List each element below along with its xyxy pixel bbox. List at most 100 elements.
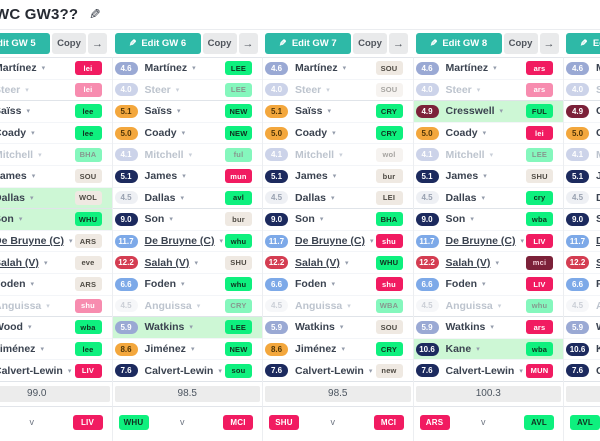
edit-gw-button[interactable]: ✎Edit GW 5: [0, 33, 50, 54]
chevron-down-icon[interactable]: ▾: [69, 238, 73, 246]
chevron-down-icon[interactable]: ▾: [46, 302, 50, 310]
chevron-down-icon[interactable]: ▾: [218, 367, 222, 375]
player-name-dropdown[interactable]: James: [0, 170, 27, 183]
player-name-dropdown[interactable]: James: [445, 170, 479, 183]
chevron-down-icon[interactable]: ▾: [499, 108, 504, 116]
player-name-dropdown[interactable]: Jiménez: [144, 343, 186, 356]
player-name-dropdown[interactable]: Steer: [596, 83, 600, 96]
player-name-dropdown[interactable]: Mitchell: [144, 148, 184, 161]
chevron-down-icon[interactable]: ▾: [180, 194, 184, 202]
chevron-down-icon[interactable]: ▾: [31, 130, 35, 138]
chevron-down-icon[interactable]: ▾: [483, 173, 487, 181]
chevron-down-icon[interactable]: ▾: [192, 65, 196, 73]
chevron-down-icon[interactable]: ▾: [370, 238, 374, 246]
player-name-dropdown[interactable]: Foden: [144, 278, 177, 291]
chevron-down-icon[interactable]: ▾: [188, 151, 193, 159]
chevron-down-icon[interactable]: ▾: [482, 130, 487, 138]
player-name-dropdown[interactable]: Anguissa: [0, 299, 42, 312]
player-name-dropdown[interactable]: Watkins: [596, 321, 600, 333]
edit-gw-button[interactable]: ✎ Edit GW 6: [114, 33, 201, 54]
chevron-down-icon[interactable]: ▾: [25, 86, 29, 94]
player-name-dropdown[interactable]: Anguissa: [144, 299, 192, 312]
player-name-dropdown[interactable]: Watkins: [295, 321, 335, 334]
chevron-down-icon[interactable]: ▾: [493, 65, 497, 73]
chevron-down-icon[interactable]: ▾: [489, 151, 494, 159]
player-name-dropdown[interactable]: Martínez: [0, 62, 37, 75]
player-name-dropdown[interactable]: Jiménez: [0, 343, 36, 356]
chevron-down-icon[interactable]: ▾: [327, 108, 331, 116]
player-name-dropdown[interactable]: Salah (V): [144, 256, 190, 269]
advance-arrow-button[interactable]: →: [389, 33, 408, 54]
chevron-down-icon[interactable]: ▾: [26, 108, 30, 116]
chevron-down-icon[interactable]: ▾: [332, 173, 337, 181]
chevron-down-icon[interactable]: ▾: [196, 302, 201, 310]
chevron-down-icon[interactable]: ▾: [342, 65, 347, 73]
player-name-dropdown[interactable]: Foden: [445, 278, 478, 291]
player-name-dropdown[interactable]: Mitchell: [445, 148, 485, 161]
chevron-down-icon[interactable]: ▾: [18, 216, 23, 224]
player-name-dropdown[interactable]: Dallas: [295, 191, 326, 204]
player-name-dropdown[interactable]: De Bruyne (C): [0, 235, 65, 248]
advance-arrow-button[interactable]: →: [88, 33, 107, 54]
player-name-dropdown[interactable]: Steer: [445, 83, 472, 96]
player-name-dropdown[interactable]: Anguissa: [596, 299, 600, 312]
player-name-dropdown[interactable]: Son: [295, 213, 315, 226]
player-name-dropdown[interactable]: Wood: [0, 321, 23, 334]
chevron-down-icon[interactable]: ▾: [27, 324, 32, 332]
chevron-down-icon[interactable]: ▾: [176, 108, 181, 116]
chevron-down-icon[interactable]: ▾: [482, 281, 486, 289]
chevron-down-icon[interactable]: ▾: [181, 130, 186, 138]
player-name-dropdown[interactable]: Anguissa: [445, 299, 493, 312]
chevron-down-icon[interactable]: ▾: [31, 173, 36, 181]
chevron-down-icon[interactable]: ▾: [339, 151, 343, 159]
player-name-dropdown[interactable]: Martínez: [144, 62, 188, 75]
chevron-down-icon[interactable]: ▾: [67, 367, 72, 375]
copy-button[interactable]: Copy: [202, 33, 237, 54]
player-name-dropdown[interactable]: Mitchell: [295, 148, 335, 161]
chevron-down-icon[interactable]: ▾: [476, 346, 480, 354]
player-name-dropdown[interactable]: James: [144, 170, 178, 183]
player-name-dropdown[interactable]: Son: [0, 213, 14, 226]
player-name-dropdown[interactable]: Coady: [596, 127, 600, 140]
chevron-down-icon[interactable]: ▾: [189, 324, 193, 332]
chevron-down-icon[interactable]: ▾: [219, 238, 224, 246]
player-name-dropdown[interactable]: Cresswell: [445, 105, 495, 118]
player-name-dropdown[interactable]: Foden: [596, 278, 600, 291]
player-name-dropdown[interactable]: Dallas: [596, 191, 600, 204]
chevron-down-icon[interactable]: ▾: [330, 194, 335, 202]
player-name-dropdown[interactable]: Coady: [0, 127, 27, 140]
player-name-dropdown[interactable]: Son: [144, 213, 165, 226]
chevron-down-icon[interactable]: ▾: [38, 151, 42, 159]
player-name-dropdown[interactable]: Son: [596, 213, 600, 226]
player-name-dropdown[interactable]: Watkins: [144, 321, 185, 334]
player-name-dropdown[interactable]: Anguissa: [295, 299, 343, 312]
chevron-down-icon[interactable]: ▾: [476, 86, 481, 94]
player-name-dropdown[interactable]: Dallas: [144, 191, 176, 204]
player-name-dropdown[interactable]: Mitchell: [0, 148, 34, 161]
player-name-dropdown[interactable]: James: [596, 170, 600, 183]
chevron-down-icon[interactable]: ▾: [326, 86, 330, 94]
player-name-dropdown[interactable]: Jiménez: [295, 343, 337, 356]
player-name-dropdown[interactable]: Martínez: [445, 62, 489, 75]
player-name-dropdown[interactable]: Coady: [295, 127, 328, 140]
player-name-dropdown[interactable]: Salah (V): [295, 256, 340, 269]
player-name-dropdown[interactable]: Steer: [144, 83, 171, 96]
chevron-down-icon[interactable]: ▾: [332, 130, 336, 138]
player-name-dropdown[interactable]: Calvert-Lewin: [0, 364, 63, 377]
chevron-down-icon[interactable]: ▾: [43, 259, 48, 267]
chevron-down-icon[interactable]: ▾: [347, 302, 351, 310]
player-name-dropdown[interactable]: De Bruyne (C): [596, 235, 600, 248]
chevron-down-icon[interactable]: ▾: [339, 324, 344, 332]
player-name-dropdown[interactable]: Calvert-Lewin: [295, 364, 364, 377]
player-name-dropdown[interactable]: Martínez: [596, 62, 600, 74]
chevron-down-icon[interactable]: ▾: [344, 259, 349, 267]
chevron-down-icon[interactable]: ▾: [29, 194, 34, 202]
player-name-dropdown[interactable]: De Bruyne (C): [144, 235, 215, 248]
chevron-down-icon[interactable]: ▾: [41, 65, 46, 73]
chevron-down-icon[interactable]: ▾: [169, 216, 173, 224]
player-name-dropdown[interactable]: De Bruyne (C): [445, 235, 516, 248]
advance-arrow-button[interactable]: →: [238, 33, 258, 54]
player-name-dropdown[interactable]: Foden: [295, 278, 327, 291]
player-name-dropdown[interactable]: Saïss: [0, 105, 22, 118]
player-name-dropdown[interactable]: Salah (V): [445, 256, 491, 269]
